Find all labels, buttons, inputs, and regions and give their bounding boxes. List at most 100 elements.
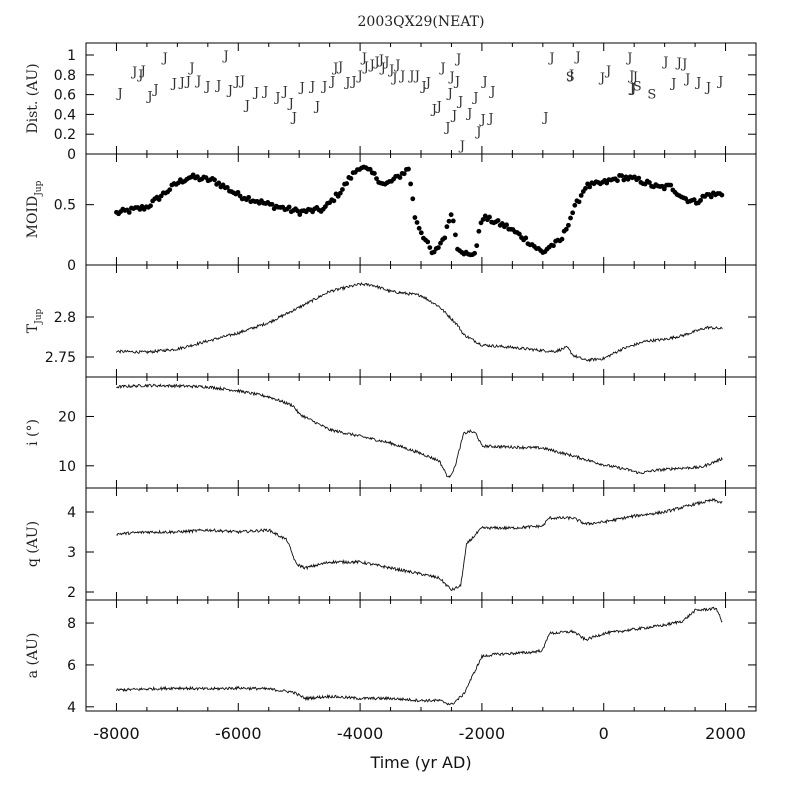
encounter-marker: J (387, 63, 394, 78)
moid-point (286, 204, 292, 210)
moid-point (435, 245, 441, 251)
moid-point (367, 166, 373, 172)
encounter-marker: J (435, 99, 442, 114)
y-tick-label: 8 (67, 616, 76, 632)
moid-point (418, 230, 424, 236)
encounter-marker: J (458, 139, 465, 154)
moid-point (337, 190, 343, 196)
encounter-marker: J (488, 85, 495, 100)
moid-point (516, 231, 522, 237)
moid-point (148, 203, 153, 209)
x-tick-label: -2000 (459, 724, 506, 743)
moid-point (615, 178, 620, 184)
x-tick-label: -6000 (215, 724, 262, 743)
moid-point (372, 171, 377, 176)
moid-point (568, 215, 573, 221)
encounter-marker: J (355, 69, 362, 84)
y-tick-label: 2.75 (45, 350, 76, 366)
moid-point (408, 181, 414, 187)
encounter-marker: J (331, 61, 338, 76)
encounter-marker: J (221, 49, 228, 64)
encounter-marker: J (430, 102, 437, 117)
moid-point (297, 212, 303, 217)
y-tick-label: 2 (67, 585, 76, 601)
y-axis-label: i (°) (25, 419, 41, 446)
encounter-marker: J (226, 84, 233, 99)
encounter-marker: J (398, 69, 405, 84)
moid-point (472, 250, 477, 256)
encounter-marker: J (377, 53, 384, 68)
moid-point (563, 226, 569, 232)
encounter-marker: J (151, 83, 158, 98)
x-tick-label: 2000 (705, 724, 746, 743)
y-tick-label: 0 (67, 258, 76, 274)
encounter-marker: J (261, 85, 268, 100)
moid-point (246, 194, 252, 200)
encounter-marker: J (178, 76, 185, 91)
encounter-marker: J (379, 61, 386, 76)
moid-point (576, 199, 582, 205)
encounter-marker: J (598, 71, 605, 86)
encounter-marker: J (446, 87, 453, 102)
encounter-marker: J (313, 99, 320, 114)
moid-point (216, 180, 222, 186)
y-tick-label: 0.8 (54, 68, 76, 84)
moid-point (453, 232, 458, 238)
moid-point (224, 185, 230, 190)
encounter-marker: J (541, 110, 548, 125)
encounter-marker: J (675, 56, 682, 71)
encounter-marker: J (115, 87, 122, 102)
y-tick-label: 0.6 (54, 88, 76, 104)
encounter-marker: J (136, 68, 143, 83)
moid-point (572, 202, 578, 208)
panel-tjup: 2.75 2.8 TJup (25, 264, 757, 378)
y-tick-label: 0.2 (54, 127, 76, 143)
moid-point (661, 186, 667, 192)
encounter-marker: J (336, 60, 343, 75)
encounter-marker: J (683, 72, 690, 87)
moid-point (348, 176, 354, 181)
panel-q: 2 3 4 q (AU) (25, 487, 757, 601)
x-tick-label: -4000 (337, 724, 384, 743)
moid-point (551, 243, 556, 249)
encounter-marker: J (139, 64, 146, 79)
encounter-marker: J (438, 61, 445, 76)
moid-point (647, 180, 652, 185)
moid-point (156, 197, 162, 202)
encounter-marker: J (252, 86, 259, 101)
encounter-marker: J (161, 51, 168, 66)
y-tick-label: 4 (67, 700, 76, 716)
moid-point (410, 196, 416, 202)
encounter-marker: J (453, 75, 460, 90)
encounter-marker: J (145, 90, 152, 105)
encounter-marker: J (669, 77, 676, 92)
encounter-marker: J (443, 120, 450, 135)
moid-point (578, 193, 584, 198)
encounter-marker: J (419, 80, 426, 95)
moid-point (167, 187, 173, 193)
encounter-marker: J (320, 80, 327, 95)
moid-point (583, 186, 588, 191)
moid-point (427, 245, 433, 251)
y-tick-label: 10 (58, 459, 76, 475)
encounter-marker: J (287, 97, 294, 112)
moid-point (559, 236, 565, 242)
moid-point (374, 176, 379, 182)
moid-point (397, 175, 403, 180)
moid-point (566, 222, 571, 228)
moid-point (438, 240, 443, 246)
x-tick-label: 0 (599, 724, 609, 743)
encounter-marker: J (631, 70, 638, 85)
encounter-marker: J (360, 51, 367, 66)
moid-point (331, 198, 337, 204)
moid-point (708, 194, 714, 200)
y-tick-label: 4 (67, 505, 76, 521)
moid-point (442, 235, 448, 241)
encounter-marker: J (625, 51, 632, 66)
encounter-marker: J (290, 110, 297, 125)
encounter-marker: J (170, 77, 177, 92)
moid-point (482, 213, 488, 219)
moid-point (406, 166, 411, 172)
